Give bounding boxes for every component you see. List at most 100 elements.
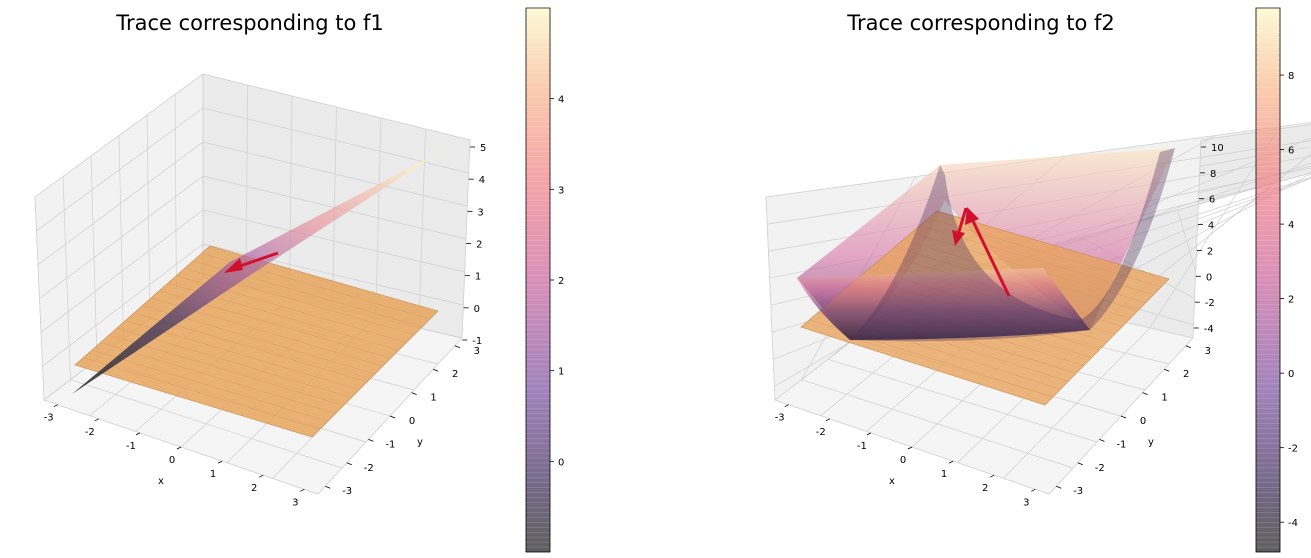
z-tick-label: 2	[1207, 246, 1213, 257]
x-tick	[990, 474, 995, 478]
plane-mesh	[100, 342, 336, 414]
y-tick-label: -1	[1116, 439, 1126, 450]
y-tick	[1077, 462, 1083, 466]
y-tick-label: 3	[474, 346, 480, 357]
x-tick	[94, 418, 99, 422]
y-tick	[368, 439, 374, 442]
chart-title: Trace corresponding to f1	[115, 11, 384, 35]
z-tick-label: 0	[1206, 272, 1212, 283]
colorbar-tick-label: 4	[1288, 220, 1294, 231]
x-tick-label: 2	[982, 483, 988, 494]
y-axis-label: y	[1148, 437, 1154, 448]
plane-mesh	[108, 335, 344, 406]
x-tick	[866, 432, 872, 436]
y-tick	[411, 392, 417, 395]
z-tick-label: 5	[480, 143, 486, 154]
x-tick	[259, 474, 264, 478]
y-tick	[1056, 485, 1062, 489]
wall-grid-line	[1192, 139, 1202, 339]
z-tick-label: 8	[1210, 169, 1216, 180]
y-tick	[389, 415, 396, 419]
z-tick-label: 4	[479, 175, 485, 186]
x-tick	[300, 488, 305, 492]
y-tick-label: 1	[1161, 393, 1167, 404]
z-grid-line	[34, 73, 471, 198]
z-grid-line	[39, 175, 467, 299]
arrow-shaft	[970, 218, 1011, 297]
y-tick	[1099, 439, 1105, 442]
y-tick	[346, 462, 352, 466]
z-tick-label: -2	[1205, 298, 1215, 309]
z-tick-label: -4	[1204, 324, 1214, 335]
x-tick	[948, 460, 954, 464]
x-tick	[907, 446, 913, 450]
colorbar-tick-label: -4	[1288, 518, 1298, 529]
arrow-shaft	[239, 251, 279, 268]
x-tick-label: -1	[126, 441, 136, 452]
surface-f2-shading	[850, 148, 1175, 342]
z-grid-line	[42, 243, 464, 367]
y-tick-label: -2	[364, 463, 374, 474]
x-tick	[53, 404, 58, 408]
z-tick-label: 10	[1211, 143, 1224, 154]
arrow2-shaft	[956, 207, 968, 236]
colorbar-tick-label: 3	[558, 185, 564, 196]
colorbar	[1255, 7, 1281, 553]
y-tick-label: 1	[430, 393, 436, 404]
colorbar-tick-label: 2	[1288, 295, 1294, 306]
y-tick-label: -2	[1095, 463, 1105, 474]
y-tick-label: -3	[342, 486, 352, 497]
plane-z0	[74, 245, 439, 438]
x-axis-label: x	[158, 476, 164, 487]
x-tick-label: -2	[85, 427, 95, 438]
z-tick-label: 6	[1209, 195, 1215, 206]
plane-mesh	[91, 349, 328, 422]
z-tick-label: -1	[472, 336, 482, 347]
panel-f2: -3 -2 -1 0 1 2 3 x -3 -2 -1 0 1 2 3 y -4 -2 0 2 4 6 8 10 Trace c…	[765, 7, 1311, 553]
z-grid-line	[36, 107, 469, 232]
y-tick	[1120, 415, 1127, 419]
colorbar-tick-label: 8	[1288, 71, 1294, 82]
x-tick-label: -2	[816, 427, 826, 438]
y-tick	[433, 368, 439, 372]
z-tick-label: 2	[476, 240, 482, 251]
x-tick-label: 0	[900, 455, 906, 466]
x-tick-label: 2	[251, 483, 257, 494]
x-tick-label: -3	[775, 413, 785, 424]
chart-title: Trace corresponding to f2	[846, 11, 1115, 35]
y-axis-label: y	[417, 437, 423, 448]
y-tick	[325, 485, 331, 489]
x-tick	[135, 432, 141, 436]
z-grid-line	[40, 209, 465, 333]
plane-mesh	[117, 327, 352, 398]
arrow-head	[965, 207, 979, 225]
colorbar-tick-label: -2	[1288, 444, 1298, 455]
plane-mesh	[911, 232, 1146, 303]
z-tick-label: 3	[477, 207, 483, 218]
panel-f1: -3 -2 -1 0 1 2 3 x -3 -2 -1 0 1 2 3 y -1 0 1 2 3 4 5 Trace corr…	[34, 7, 564, 553]
arrow2-head	[952, 230, 965, 246]
colorbar-tick-label: 0	[1288, 369, 1294, 380]
plane-mesh	[83, 357, 320, 430]
x-tick-label: 0	[169, 455, 175, 466]
x-tick	[1031, 488, 1036, 492]
x-tick	[784, 404, 789, 408]
y-tick-label: 0	[1140, 416, 1146, 427]
y-tick-label: -1	[385, 439, 395, 450]
colorbar-tick-label: 0	[558, 457, 564, 468]
surface-f2-front	[797, 268, 1090, 340]
y-tick	[1185, 345, 1191, 349]
colorbar-tick-label: 4	[558, 95, 564, 106]
x-tick-label: -3	[44, 413, 54, 424]
x-tick	[825, 418, 830, 422]
x-tick-label: -1	[857, 441, 867, 452]
colorbar-tick-label: 1	[558, 367, 564, 378]
x-tick	[217, 460, 223, 464]
x-tick-label: 1	[941, 469, 947, 480]
wall-grid-line	[765, 196, 776, 401]
y-tick-label: -3	[1073, 486, 1083, 497]
x-tick-label: 1	[210, 469, 216, 480]
y-tick	[454, 345, 460, 349]
x-tick-label: 3	[292, 497, 298, 508]
y-tick-label: 2	[452, 369, 458, 380]
